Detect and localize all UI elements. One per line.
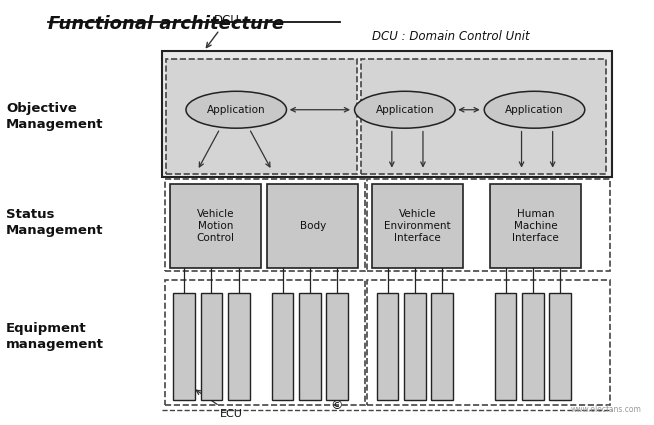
- Bar: [201, 293, 222, 400]
- Bar: [162, 51, 612, 177]
- Bar: [549, 293, 571, 400]
- Text: ECU: ECU: [196, 390, 243, 419]
- Bar: [367, 280, 610, 405]
- Text: Functional architecture: Functional architecture: [48, 15, 284, 33]
- Text: Application: Application: [505, 105, 564, 115]
- Bar: [377, 293, 398, 400]
- Ellipse shape: [354, 91, 455, 128]
- Bar: [165, 179, 365, 271]
- Bar: [522, 293, 543, 400]
- Bar: [495, 293, 517, 400]
- Bar: [490, 184, 581, 268]
- Bar: [299, 293, 320, 400]
- Text: DCU : Domain Control Unit: DCU : Domain Control Unit: [372, 30, 530, 43]
- Bar: [170, 184, 261, 268]
- Text: www.elecfans.com: www.elecfans.com: [571, 405, 642, 414]
- Text: DCU: DCU: [207, 14, 239, 48]
- Bar: [361, 59, 606, 174]
- Ellipse shape: [484, 91, 585, 128]
- Text: Human
Machine
Interface: Human Machine Interface: [513, 209, 559, 244]
- Bar: [367, 179, 610, 271]
- Text: Status
Management: Status Management: [6, 209, 103, 238]
- Text: Application: Application: [375, 105, 434, 115]
- Bar: [326, 293, 348, 400]
- Text: Vehicle
Environment
Interface: Vehicle Environment Interface: [385, 209, 451, 244]
- Bar: [372, 184, 463, 268]
- Bar: [272, 293, 293, 400]
- Bar: [267, 184, 358, 268]
- Text: Objective
Management: Objective Management: [6, 102, 103, 130]
- Bar: [165, 280, 365, 405]
- Text: Vehicle
Motion
Control: Vehicle Motion Control: [196, 209, 235, 244]
- Ellipse shape: [186, 91, 286, 128]
- Text: Application: Application: [207, 105, 266, 115]
- Text: Body: Body: [300, 221, 326, 231]
- Bar: [228, 293, 250, 400]
- Text: ©: ©: [330, 399, 343, 412]
- Bar: [173, 293, 195, 400]
- Bar: [404, 293, 426, 400]
- Text: Equipment
management: Equipment management: [6, 322, 104, 351]
- Bar: [432, 293, 453, 400]
- Bar: [166, 59, 358, 174]
